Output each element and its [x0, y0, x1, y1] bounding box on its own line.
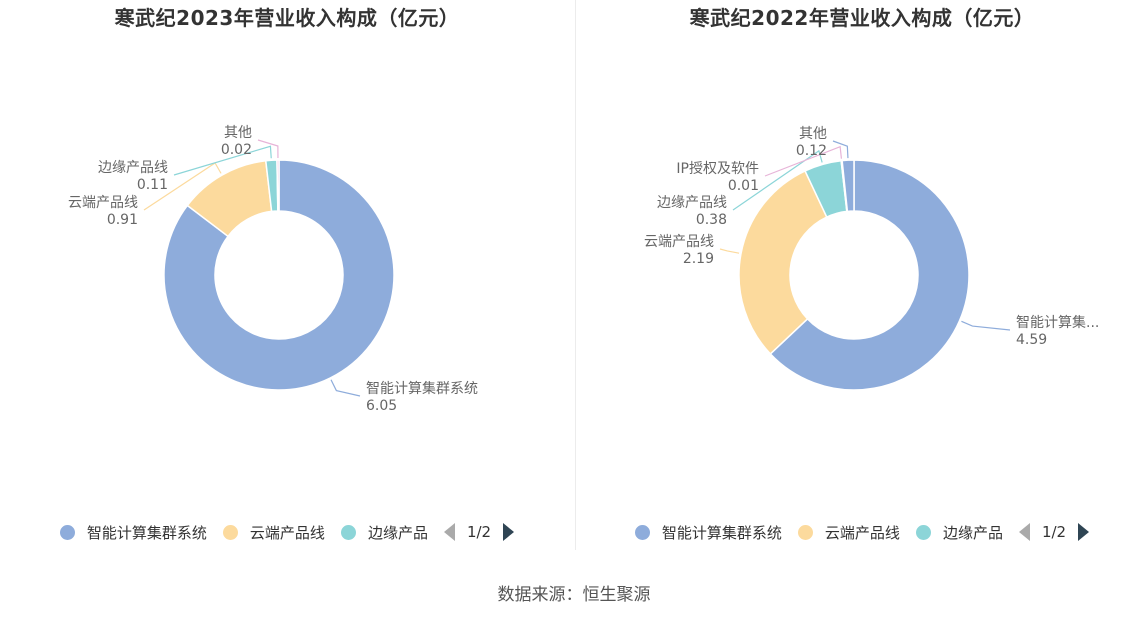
slice-value-4: 0.02 [221, 142, 252, 158]
prev-page-icon[interactable] [1018, 523, 1030, 541]
chart-panel-2023: 寒武纪2023年营业收入构成（亿元） 智能计算集群系统 6.05 云端产品线 0.91… [0, 0, 574, 550]
legend-label-2: 云端产品线 [249, 523, 325, 542]
slice-value-5: 0.12 [796, 143, 827, 159]
slice-label-3: 边缘产品线 [98, 160, 168, 176]
label-leader-line-1 [961, 320, 1011, 331]
legend-dot-3 [915, 524, 931, 540]
legend-label-2: 云端产品线 [824, 523, 900, 542]
legend: 智能计算集群系统 云端产品线 边缘产品 1/2 [575, 519, 1148, 545]
slice-value-1: 6.05 [366, 398, 397, 414]
legend-item-3[interactable]: 边缘产品 [915, 522, 1003, 543]
pie-slice-1[interactable] [163, 159, 395, 391]
legend-item-1[interactable]: 智能计算集群系统 [634, 522, 782, 543]
legend-item-2[interactable]: 云端产品线 [797, 522, 900, 543]
next-page-icon[interactable] [1078, 523, 1090, 541]
label-leader-line-4 [764, 145, 843, 177]
legend-pager: 1/2 [443, 523, 515, 541]
legend-dot-2 [222, 524, 238, 540]
slice-label-4: 其他 [224, 125, 252, 141]
legend-label-3: 边缘产品 [367, 523, 428, 542]
data-source: 数据来源：恒生聚源 [497, 585, 651, 605]
legend-item-1[interactable]: 智能计算集群系统 [59, 522, 207, 543]
slice-label-5: 其他 [799, 126, 827, 142]
pie-slice-4[interactable] [276, 159, 280, 212]
slice-label-1: 智能计算集... [1016, 314, 1099, 331]
legend-page-indicator: 1/2 [1041, 523, 1067, 541]
legend-pager: 1/2 [1018, 523, 1090, 541]
label-leader-line-4 [257, 139, 279, 159]
label-leader-line-2 [719, 248, 740, 254]
panel-divider [575, 0, 576, 550]
legend-label-1: 智能计算集群系统 [86, 523, 207, 542]
legend-item-2[interactable]: 云端产品线 [222, 522, 325, 543]
slice-label-2: 云端产品线 [68, 195, 138, 211]
legend-item-3[interactable]: 边缘产品 [340, 522, 428, 543]
slice-value-1: 4.59 [1016, 332, 1047, 348]
slice-value-4: 0.01 [728, 178, 759, 194]
pie-slice-1[interactable] [769, 159, 970, 391]
label-leader-line-5 [832, 140, 849, 159]
pie-slice-5[interactable] [841, 159, 855, 213]
legend: 智能计算集群系统 云端产品线 边缘产品 1/2 [0, 519, 574, 545]
chart-title: 寒武纪2022年营业收入构成（亿元） [689, 6, 1035, 30]
slice-label-2: 云端产品线 [644, 234, 714, 250]
legend-label-3: 边缘产品 [942, 523, 1003, 542]
next-page-icon[interactable] [503, 523, 515, 541]
legend-dot-1 [59, 524, 75, 540]
pie-slice-2[interactable] [738, 169, 828, 355]
legend-dot-3 [340, 524, 356, 540]
label-leader-line-1 [330, 379, 361, 397]
slice-value-3: 0.38 [696, 212, 727, 228]
legend-page-indicator: 1/2 [466, 523, 492, 541]
prev-page-icon[interactable] [443, 523, 455, 541]
slice-value-2: 2.19 [683, 251, 714, 267]
label-leader-line-3 [732, 149, 823, 211]
slice-label-4: IP授权及软件 [676, 161, 759, 177]
slice-value-3: 0.11 [137, 177, 168, 193]
legend-label-1: 智能计算集群系统 [661, 523, 782, 542]
chart-title: 寒武纪2023年营业收入构成（亿元） [114, 6, 460, 30]
slice-value-2: 0.91 [107, 212, 138, 228]
slice-label-3: 边缘产品线 [657, 195, 727, 211]
legend-dot-1 [634, 524, 650, 540]
slice-label-1: 智能计算集群系统 [366, 380, 478, 397]
chart-panel-2022: 寒武纪2022年营业收入构成（亿元） 智能计算集... 4.59 云端产品线 2.19… [575, 0, 1148, 550]
legend-dot-2 [797, 524, 813, 540]
label-leader-line-3 [173, 145, 272, 176]
